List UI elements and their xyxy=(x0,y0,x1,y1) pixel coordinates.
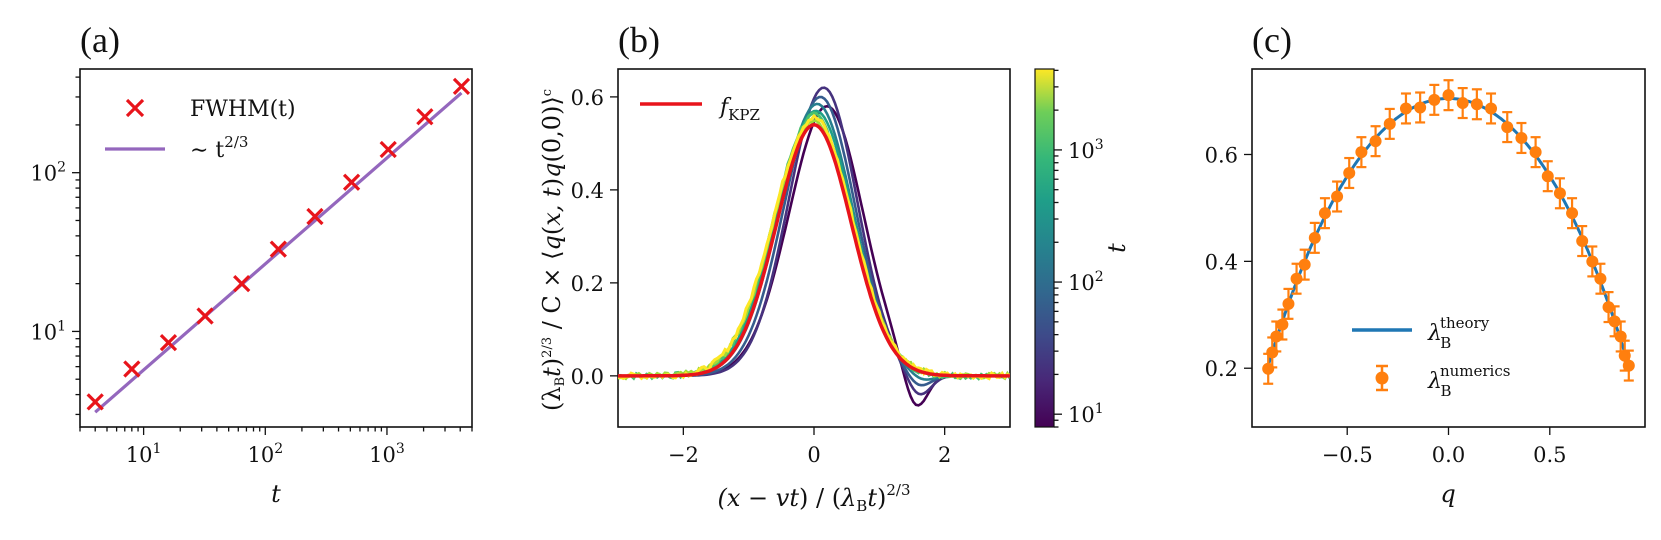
panel-a: 101 102 103 101 102 FWHM(t) ∼ t2/3 t xyxy=(30,68,473,508)
numerics-point xyxy=(1282,287,1295,320)
colorbar-tick-label: 101 xyxy=(1068,401,1104,427)
fwhm-point xyxy=(306,207,324,226)
colorbar-tick-label: 102 xyxy=(1068,269,1104,295)
numerics-point xyxy=(1586,245,1599,278)
panel-c: −0.5 0.0 0.50.20.40.6 λtheory B λnumerics B … xyxy=(1205,68,1646,508)
numerics-point xyxy=(1428,83,1441,116)
panel-b-ytick-label: 0.2 xyxy=(571,272,604,296)
panel-b: −2 0 20.00.20.40.6 fKPZ (x − vt) / (λBt)2 xyxy=(538,68,1131,515)
correlation-curve-t16 xyxy=(618,86,1010,396)
panel-b-xtick-label: 0 xyxy=(807,443,820,467)
numerics-point xyxy=(1515,121,1528,155)
numerics-point xyxy=(1276,308,1289,341)
correlation-curve-t512 xyxy=(618,119,1010,381)
numerics-point xyxy=(1614,320,1627,353)
panel-label-b: (b) xyxy=(618,20,660,60)
correlation-curve-t256 xyxy=(618,111,1010,381)
numerics-point xyxy=(1343,156,1356,190)
numerics-point xyxy=(1501,111,1514,144)
panel-a-ytick-label: 102 xyxy=(30,160,66,186)
panel-b-ylabel: (λBt)2/3 / C × ⟨q(x, t)q(0,0)⟩c xyxy=(538,89,568,411)
svg-text:(λBt)2/3 / C × ⟨q(x, t)q(0,0)⟩: (λBt)2/3 / C × ⟨q(x, t)q(0,0)⟩c xyxy=(538,89,568,411)
fwhm-point xyxy=(269,240,287,258)
legend-label-fwhm: FWHM(t) xyxy=(190,97,296,122)
legend-label-theory: λtheory B xyxy=(1427,314,1490,352)
correlation-curve-t128 xyxy=(618,109,1010,378)
numerics-point xyxy=(1456,87,1469,120)
panel-a-legend: FWHM(t) ∼ t2/3 xyxy=(105,97,296,163)
legend-label-numerics: λnumerics B xyxy=(1427,362,1510,400)
correlation-curve-t8 xyxy=(618,104,1010,407)
numerics-point xyxy=(1594,262,1607,295)
fwhm-point xyxy=(452,77,471,95)
panel-c-ytick-label: 0.4 xyxy=(1205,250,1238,274)
fwhm-point xyxy=(86,393,104,411)
panel-c-xtick-label: −0.5 xyxy=(1322,443,1373,467)
panel-c-xtick-label: 0.5 xyxy=(1533,443,1566,467)
fwhm-point xyxy=(416,108,434,126)
fwhm-point xyxy=(159,334,178,352)
legend-marker-fwhm xyxy=(125,98,145,118)
fwhm-point xyxy=(233,275,251,293)
fwhm-point xyxy=(342,173,361,191)
numerics-point xyxy=(1576,224,1589,258)
legend-label-kpz: fKPZ xyxy=(718,95,760,124)
panel-b-xtick-label: −2 xyxy=(668,443,699,467)
panel-b-ytick-label: 0.0 xyxy=(571,365,604,389)
panel-c-ytick-label: 0.6 xyxy=(1205,143,1238,167)
numerics-point xyxy=(1414,91,1427,124)
fwhm-point xyxy=(123,360,141,378)
legend-marker-numerics xyxy=(1375,364,1389,392)
colorbar xyxy=(1034,68,1055,428)
numerics-point xyxy=(1470,88,1483,121)
panel-a-xlabel: t xyxy=(271,480,281,508)
panel-a-ytick-label: 101 xyxy=(30,318,66,344)
numerics-point xyxy=(1602,291,1615,324)
panel-a-xtick-label: 101 xyxy=(126,441,162,467)
colorbar-tick-label: 103 xyxy=(1068,137,1104,163)
panel-b-xtick-label: 2 xyxy=(938,443,951,467)
numerics-point xyxy=(1529,136,1542,169)
numerics-point xyxy=(1442,79,1455,112)
correlation-curve-t1024 xyxy=(618,113,1010,381)
numerics-point xyxy=(1399,92,1412,125)
numerics-point xyxy=(1485,92,1498,125)
correlation-curve-t64 xyxy=(618,102,1010,381)
numerics-point xyxy=(1318,197,1331,230)
numerics-point xyxy=(1298,248,1311,281)
numerics-point xyxy=(1553,177,1566,210)
panel-b-legend: fKPZ xyxy=(640,95,760,124)
numerics-point xyxy=(1383,107,1396,140)
numerics-point xyxy=(1355,136,1368,169)
numerics-point xyxy=(1290,262,1303,295)
panel-label-a: (a) xyxy=(80,20,120,60)
numerics-point xyxy=(1308,221,1321,254)
numerics-point xyxy=(1331,180,1344,213)
numerics-point xyxy=(1541,160,1554,193)
colorbar-label: t xyxy=(1103,243,1131,253)
panel-c-xlabel: q xyxy=(1440,480,1455,508)
panel-label-c: (c) xyxy=(1252,20,1292,60)
kpz-curve xyxy=(618,123,1010,378)
numerics-point xyxy=(1622,349,1635,382)
panel-c-xtick-label: 0.0 xyxy=(1432,443,1465,467)
fwhm-point xyxy=(196,307,214,325)
power-law-line xyxy=(94,91,463,414)
legend-label-power: ∼ t2/3 xyxy=(190,133,248,163)
panel-a-xtick-label: 103 xyxy=(369,441,405,467)
panel-a-frame xyxy=(79,68,473,428)
panel-b-xlabel: (x − vt) / (λBt)2/3 xyxy=(718,481,911,515)
panel-c-legend: λtheory B λnumerics B xyxy=(1352,314,1510,400)
panel-c-ytick-label: 0.2 xyxy=(1205,357,1238,381)
numerics-point xyxy=(1566,197,1579,230)
correlation-curve-t32 xyxy=(618,95,1010,387)
panel-b-ytick-label: 0.4 xyxy=(571,179,604,203)
fwhm-point xyxy=(379,140,397,159)
panel-a-xtick-label: 102 xyxy=(247,441,283,467)
panel-b-ytick-label: 0.6 xyxy=(571,86,604,110)
numerics-point xyxy=(1369,125,1382,158)
